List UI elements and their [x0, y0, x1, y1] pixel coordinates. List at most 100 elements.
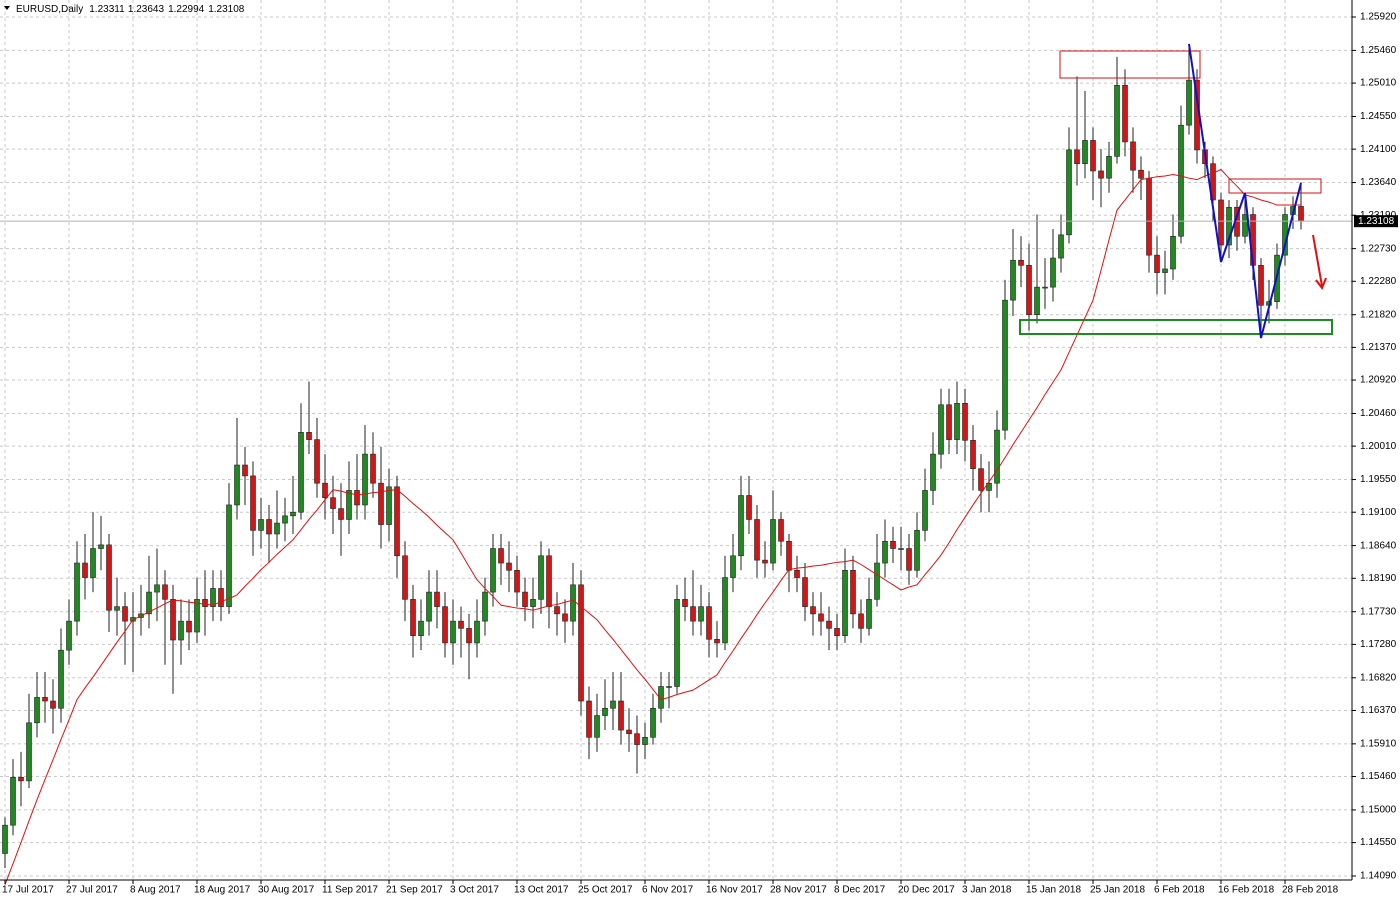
candle-body: [1034, 286, 1040, 316]
candle-body: [674, 599, 680, 687]
candle-body: [1010, 259, 1016, 301]
candle-body: [530, 599, 536, 607]
y-tick-label: 1.19550: [1360, 474, 1397, 485]
candle-body: [714, 638, 720, 644]
x-tick-label: 16 Feb 2018: [1218, 885, 1275, 896]
candle-body: [490, 548, 496, 593]
candle-body: [274, 522, 280, 535]
candle-body: [826, 620, 832, 629]
candle-body: [610, 700, 616, 709]
y-tick-label: 1.20010: [1360, 441, 1397, 452]
candle-body: [2, 824, 8, 854]
candle-body: [898, 548, 904, 550]
candle-body: [1058, 234, 1064, 259]
candle-body: [322, 482, 328, 498]
candle-body: [1098, 170, 1104, 179]
x-tick-label: 28 Nov 2017: [770, 885, 827, 896]
candle-body: [498, 548, 504, 564]
candle-body: [1210, 163, 1216, 201]
candle-body: [106, 544, 112, 611]
candle-body: [562, 613, 568, 622]
y-tick-label: 1.22280: [1360, 276, 1397, 287]
candle-body: [546, 555, 552, 607]
y-tick-label: 1.20460: [1360, 408, 1397, 419]
x-tick-label: 3 Oct 2017: [450, 885, 499, 896]
candle-body: [1186, 79, 1192, 126]
candle-body: [218, 588, 224, 607]
y-tick-label: 1.20920: [1360, 375, 1397, 386]
candle-body: [554, 606, 560, 615]
candle-body: [466, 628, 472, 644]
candle-body: [74, 562, 80, 622]
x-tick-label: 30 Aug 2017: [258, 885, 315, 896]
y-tick-label: 1.14550: [1360, 837, 1397, 848]
candle-body: [434, 591, 440, 607]
candle-body: [570, 584, 576, 622]
candle-body: [114, 606, 120, 611]
candle-body: [50, 700, 56, 709]
candle-body: [122, 606, 128, 622]
y-tick-label: 1.16820: [1360, 672, 1397, 683]
x-tick-label: 28 Feb 2018: [1282, 885, 1339, 896]
candle-body: [1042, 286, 1048, 289]
x-tick-label: 11 Sep 2017: [322, 885, 378, 896]
candle-body: [410, 599, 416, 636]
candle-body: [82, 562, 88, 578]
candle-body: [34, 697, 40, 724]
candle-body: [314, 439, 320, 484]
x-tick-label: 17 Jul 2017: [2, 885, 54, 896]
arrow-head: [1315, 277, 1327, 291]
candle-body: [746, 495, 752, 520]
resistance-box: [1228, 178, 1322, 194]
candle-body: [1026, 265, 1032, 316]
candle-body: [1226, 206, 1232, 246]
candle-body: [402, 555, 408, 600]
candle-body: [730, 555, 736, 578]
candle-body: [98, 544, 104, 549]
candle-body: [1258, 265, 1264, 306]
candle-body: [938, 404, 944, 455]
x-tick-label: 15 Jan 2018: [1026, 885, 1081, 896]
candle-body: [802, 577, 808, 607]
candle-body: [946, 404, 952, 440]
y-tick-label: 1.25460: [1360, 45, 1397, 56]
x-tick-label: 27 Jul 2017: [66, 885, 118, 896]
close: 1.23108: [208, 4, 245, 15]
y-tick-label: 1.18640: [1360, 540, 1397, 551]
candle-body: [986, 482, 992, 491]
x-tick-label: 20 Dec 2017: [898, 885, 955, 896]
moving-average: [4, 168, 1301, 885]
candle-body: [370, 453, 376, 484]
candle-body: [762, 559, 768, 564]
open: 1.23311: [89, 4, 125, 15]
grid: [0, 0, 1352, 880]
x-tick-label: 13 Oct 2017: [514, 885, 569, 896]
candle-body: [906, 548, 912, 571]
candle-body: [994, 429, 1000, 484]
x-tick-label: 6 Nov 2017: [642, 885, 694, 896]
y-tick-label: 1.25010: [1360, 78, 1397, 89]
candle-body: [10, 776, 16, 826]
y-tick-label: 1.23640: [1360, 177, 1397, 188]
candle-body: [962, 402, 968, 441]
candle-body: [786, 540, 792, 571]
candle-body: [426, 591, 432, 622]
y-tick-label: 1.16370: [1360, 705, 1397, 716]
candle-body: [706, 606, 712, 640]
candle-body: [626, 729, 632, 734]
candle-body: [634, 733, 640, 745]
y-tick-label: 1.17280: [1360, 639, 1397, 650]
menu-triangle: [4, 6, 10, 10]
candle-body: [1002, 299, 1008, 431]
candle-body: [690, 606, 696, 622]
candle-body: [394, 486, 400, 557]
price-label: 1.23108: [1358, 216, 1395, 227]
candle-body: [1130, 141, 1136, 171]
candle-body: [754, 519, 760, 561]
candle-body: [338, 508, 344, 520]
candle-body: [1050, 257, 1056, 288]
candle-body: [1146, 177, 1152, 256]
candle-body: [506, 562, 512, 571]
